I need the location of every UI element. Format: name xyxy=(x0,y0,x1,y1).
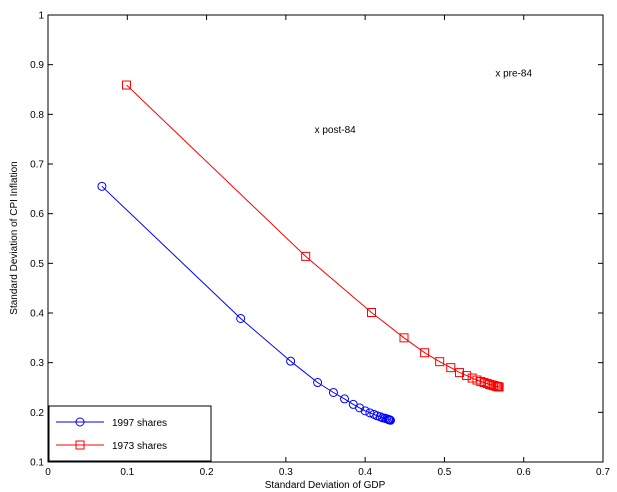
data-point-1997-shares xyxy=(313,378,323,388)
annotations: x post-84 x pre-84 xyxy=(315,69,533,137)
data-point-1997-shares xyxy=(328,387,338,397)
x-tick-label: 0.3 xyxy=(279,467,293,478)
y-axis-title: Standard Deviation of CPI Inflation xyxy=(9,161,20,314)
y-axis: 0.1 0.2 0.3 0.4 0.5 0.6 0.7 0.8 0.9 1 xyxy=(30,11,603,469)
data-point-1997-shares xyxy=(340,394,350,404)
data-point-1997-shares xyxy=(360,406,370,416)
data-point-1997-shares xyxy=(386,415,396,425)
x-tick-label: 0 xyxy=(45,467,51,478)
legend-label-1997: 1997 shares xyxy=(112,418,167,429)
x-tick-label: 0.1 xyxy=(120,467,134,478)
x-tick-label: 0.4 xyxy=(358,467,372,478)
data-point-1973-shares xyxy=(301,251,311,261)
y-tick-label: 0.4 xyxy=(30,309,44,320)
y-tick-label: 0.9 xyxy=(30,60,44,71)
data-point-1973-shares xyxy=(435,357,445,367)
x-axis-title: Standard Deviation of GDP xyxy=(265,480,386,491)
series-line-1997-shares xyxy=(101,185,391,421)
data-point-1997-shares xyxy=(355,403,365,413)
x-tick-label: 0.7 xyxy=(596,467,610,478)
data-point-1973-shares xyxy=(446,363,456,373)
y-tick-label: 1 xyxy=(38,11,44,22)
data-point-1973-shares xyxy=(494,382,504,392)
y-tick-label: 0.7 xyxy=(30,160,44,171)
y-tick-label: 0.2 xyxy=(30,408,44,419)
y-tick-label: 0.5 xyxy=(30,259,44,270)
legend-label-1973: 1973 shares xyxy=(112,441,167,452)
data-point-1997-shares xyxy=(286,356,296,366)
data-point-1973-shares xyxy=(476,377,486,387)
x-tick-label: 0.5 xyxy=(437,467,451,478)
data-point-1973-shares xyxy=(399,333,409,343)
legend-marker-1973 xyxy=(75,440,85,450)
data-point-1973-shares xyxy=(462,371,472,381)
x-tick-label: 0.6 xyxy=(517,467,531,478)
y-tick-label: 0.6 xyxy=(30,209,44,220)
y-tick-label: 0.8 xyxy=(30,110,44,121)
y-tick-label: 0.3 xyxy=(30,358,44,369)
series-layer xyxy=(97,80,504,425)
data-point-1973-shares xyxy=(454,368,464,378)
plot-area xyxy=(47,14,604,463)
legend: 1997 shares 1973 shares xyxy=(48,405,212,462)
data-point-1997-shares xyxy=(236,313,246,323)
data-point-1973-shares xyxy=(366,308,376,318)
legend-marker-1997 xyxy=(75,417,85,427)
y-tick-label: 0.1 xyxy=(30,458,44,469)
data-point-1973-shares xyxy=(420,348,430,358)
legend-box xyxy=(48,405,212,462)
data-point-1973-shares xyxy=(121,80,131,90)
data-point-1973-shares xyxy=(467,373,477,383)
data-point-1997-shares xyxy=(97,181,107,191)
x-tick-label: 0.2 xyxy=(200,467,214,478)
annotation-label: x pre-84 xyxy=(495,69,532,80)
annotation-label: x post-84 xyxy=(315,125,357,136)
